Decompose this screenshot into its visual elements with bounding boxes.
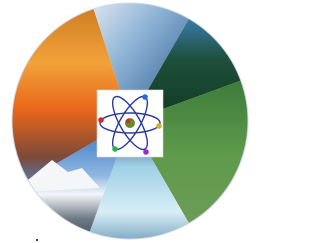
nucleus [126,119,130,123]
electron [112,146,118,152]
electron [156,123,162,129]
electron [143,149,149,155]
page: (() => { const g = document.getElementBy… [0,0,252,243]
atom-card [97,90,163,157]
dot [36,239,38,241]
electron [142,94,148,100]
collage [0,0,252,243]
electron [98,117,104,123]
